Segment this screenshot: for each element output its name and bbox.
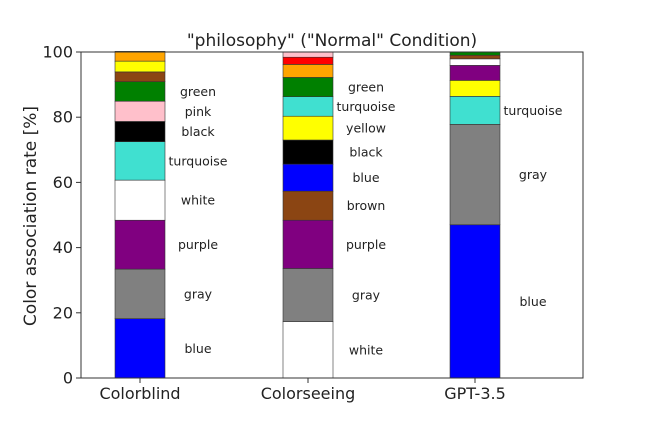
segment-label-colorseeing-white: white bbox=[349, 342, 384, 357]
segment-label-colorblind-gray: gray bbox=[184, 286, 213, 301]
bar-segment-gpt-3-5-yellow bbox=[449, 80, 501, 97]
segment-label-colorblind-white: white bbox=[181, 193, 216, 208]
plot-frame bbox=[80, 51, 584, 379]
bar-segment-gpt-3-5-purple bbox=[449, 65, 501, 81]
bar-segment-colorblind-purple bbox=[114, 219, 166, 270]
y-axis-label: Color association rate [%] bbox=[21, 106, 41, 326]
x-tick-label: Colorseeing bbox=[261, 384, 356, 403]
x-ticks-group: Colorblind Colorseeing GPT-3.5 bbox=[99, 378, 506, 403]
x-tick-label: Colorblind bbox=[99, 384, 180, 403]
segment-label-colorseeing-black: black bbox=[349, 145, 383, 160]
segment-label-colorblind-black: black bbox=[181, 124, 215, 139]
bars-group bbox=[114, 51, 501, 379]
bar-segment-colorblind-yellow bbox=[114, 60, 166, 73]
bar-segment-colorseeing-white bbox=[282, 321, 334, 379]
bar-segment-colorseeing-red bbox=[282, 56, 334, 65]
chart-title: "philosophy" ("Normal" Condition) bbox=[187, 31, 477, 51]
bar-segment-colorseeing-gray bbox=[282, 268, 334, 322]
segment-label-colorblind-blue: blue bbox=[184, 341, 211, 356]
x-tick-label: GPT-3.5 bbox=[444, 384, 506, 403]
segment-label-colorseeing-green: green bbox=[348, 80, 384, 95]
bar-segment-colorseeing-purple bbox=[282, 219, 334, 269]
bar-segment-colorblind-brown bbox=[114, 71, 166, 82]
bar-segment-colorblind-turquoise bbox=[114, 141, 166, 181]
segment-label-colorblind-turquoise: turquoise bbox=[169, 153, 228, 168]
bar-segment-gpt-3-5-brown bbox=[449, 54, 501, 60]
y-tick-label: 40 bbox=[53, 238, 73, 257]
bar-segment-colorblind-gray bbox=[114, 268, 166, 319]
segment-label-colorseeing-blue: blue bbox=[352, 170, 379, 185]
bar-segment-gpt-3-5-turquoise bbox=[449, 96, 501, 125]
bar-segment-colorseeing-blue bbox=[282, 163, 334, 192]
y-tick-label: 100 bbox=[42, 43, 73, 62]
segment-label-gpt-3-5-blue: blue bbox=[519, 294, 546, 309]
y-tick-label: 80 bbox=[53, 108, 73, 127]
bar-segment-colorblind-green bbox=[114, 81, 166, 102]
segment-label-gpt-3-5-turquoise: turquoise bbox=[504, 103, 563, 118]
bar-segment-colorblind-black bbox=[114, 121, 166, 142]
bar-segment-colorseeing-black bbox=[282, 139, 334, 165]
segment-label-colorblind-purple: purple bbox=[178, 237, 218, 252]
segment-label-colorseeing-yellow: yellow bbox=[346, 121, 386, 136]
y-tick-label: 20 bbox=[53, 303, 73, 322]
segment-label-colorblind-pink: pink bbox=[185, 104, 212, 119]
bar-segment-colorseeing-brown bbox=[282, 190, 334, 221]
y-tick-label: 0 bbox=[63, 369, 73, 388]
bar-segment-colorseeing-green bbox=[282, 77, 334, 97]
bar-segment-gpt-3-5-blue bbox=[449, 224, 501, 379]
bar-segment-colorblind-blue bbox=[114, 318, 166, 379]
segment-label-colorseeing-brown: brown bbox=[347, 198, 386, 213]
segment-labels-group: blue gray purple white turquoise black pink gre… bbox=[169, 80, 563, 358]
bar-segment-colorblind-pink bbox=[114, 100, 166, 122]
segment-label-colorseeing-gray: gray bbox=[352, 288, 381, 303]
bar-segment-colorseeing-turquoise bbox=[282, 96, 334, 117]
segment-label-colorseeing-turquoise: turquoise bbox=[337, 99, 396, 114]
bar-segment-colorblind-white bbox=[114, 179, 166, 221]
segment-label-colorseeing-purple: purple bbox=[346, 237, 386, 252]
y-ticks-group: 0 20 40 60 80 100 bbox=[42, 43, 81, 388]
bar-segment-colorseeing-pink bbox=[282, 51, 334, 58]
bar-segment-gpt-3-5-white bbox=[449, 58, 501, 66]
y-tick-label: 60 bbox=[53, 173, 73, 192]
bar-segment-colorblind-orange bbox=[114, 51, 166, 62]
bar-segment-colorseeing-orange bbox=[282, 64, 334, 78]
segment-label-gpt-3-5-gray: gray bbox=[519, 167, 548, 182]
bar-segment-gpt-3-5-gray bbox=[449, 124, 501, 226]
bar-segment-colorseeing-yellow bbox=[282, 115, 334, 141]
segment-label-colorblind-green: green bbox=[180, 84, 216, 99]
